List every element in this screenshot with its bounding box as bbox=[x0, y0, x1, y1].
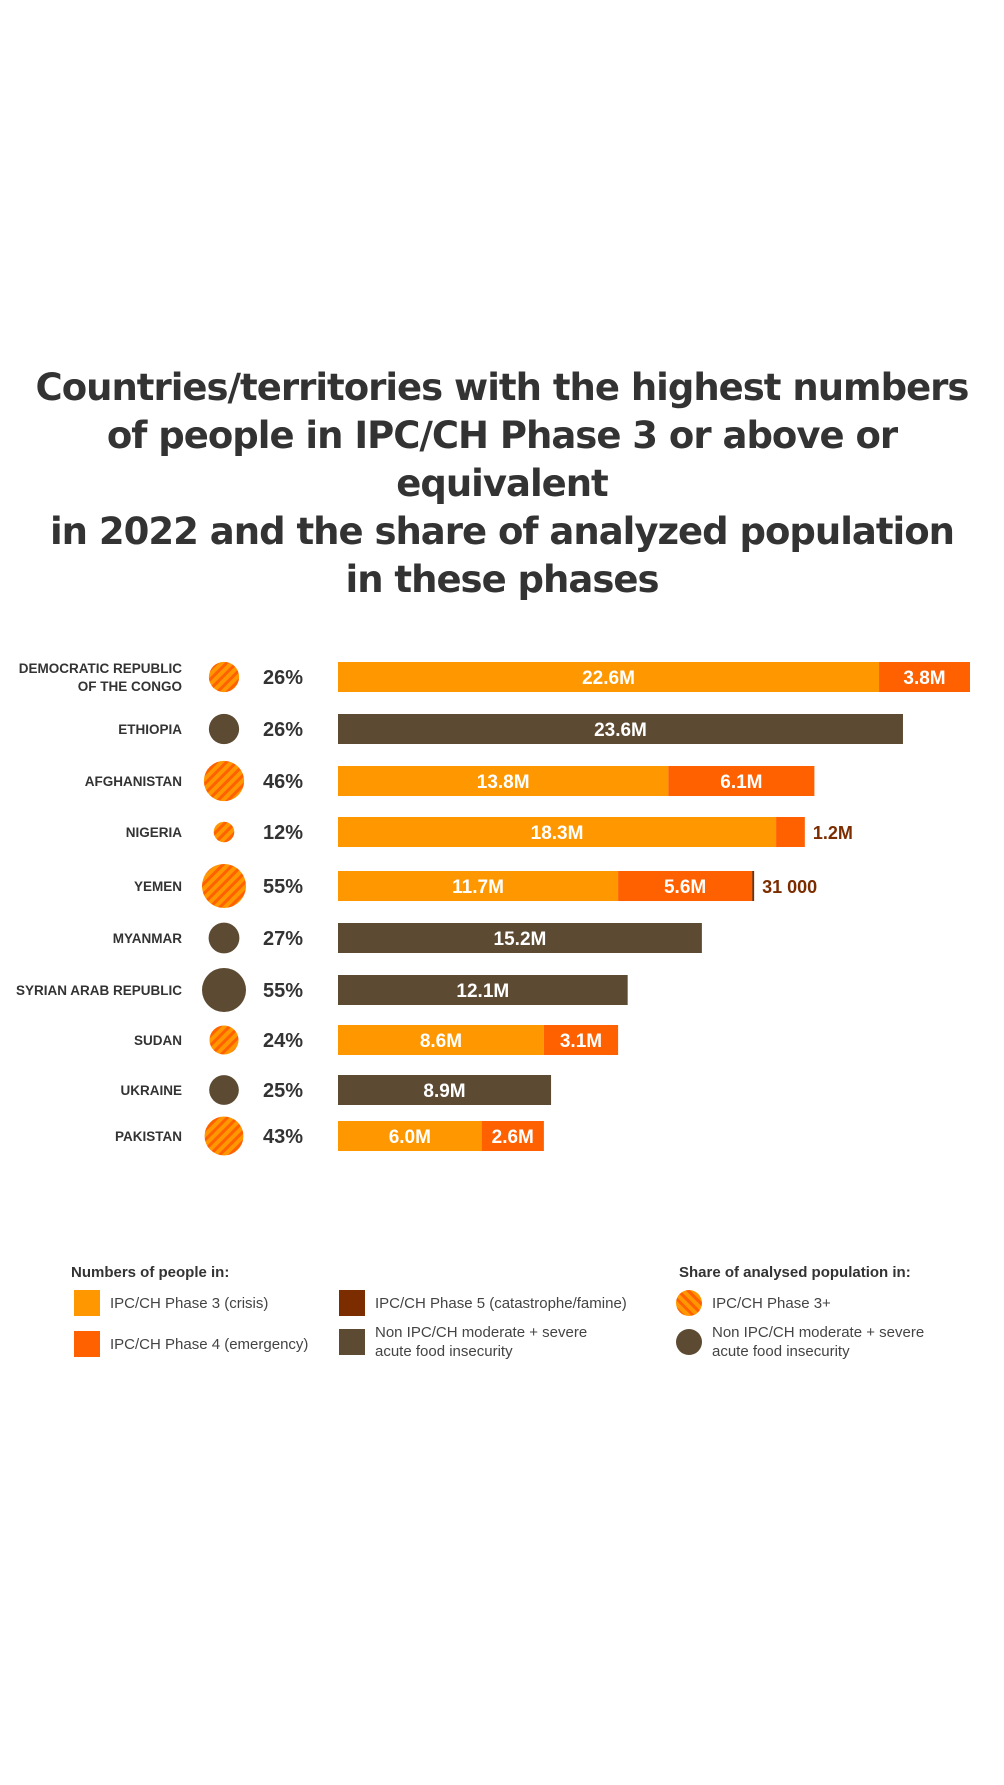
stacked-bar-chart: DEMOCRATIC REPUBLIC OF THE CONGO 26% 22.6M 3… bbox=[16, 661, 970, 1156]
data-label: 8.6M bbox=[420, 1031, 462, 1052]
share-circle bbox=[208, 922, 240, 954]
category-label: UKRAINE bbox=[120, 1083, 182, 1098]
legend-swatch-phase4 bbox=[74, 1331, 100, 1357]
bar-segment-phase4 bbox=[543, 1025, 619, 1055]
legend-item-phase3: IPC/CH Phase 3 (crisis) bbox=[74, 1290, 268, 1316]
legend-label-non-ipc: Non IPC/CH moderate + severe acute food … bbox=[375, 1324, 588, 1360]
share-circle bbox=[213, 821, 235, 843]
bar-segment-phase3 bbox=[338, 1121, 482, 1151]
share-label: 43% bbox=[263, 1126, 303, 1148]
share-circle bbox=[202, 864, 246, 908]
data-label: 31 000 bbox=[762, 877, 817, 897]
category-label: SYRIAN ARAB REPUBLIC bbox=[16, 983, 182, 998]
legend-item-phase5: IPC/CH Phase 5 (catastrophe/famine) bbox=[339, 1290, 627, 1316]
share-label: 46% bbox=[263, 771, 303, 793]
category-label: ETHIOPIA bbox=[118, 722, 182, 737]
title-line: in 2022 and the share of analyzed popula… bbox=[50, 510, 955, 553]
bar-segment-phase4 bbox=[618, 871, 753, 901]
legend-item-non-ipc: Non IPC/CH moderate + severe acute food … bbox=[339, 1323, 587, 1361]
share-circle bbox=[203, 760, 245, 802]
bar-segment-phase3 bbox=[338, 766, 669, 796]
data-label: 1.2M bbox=[813, 823, 853, 843]
bar-segment-phase5 bbox=[752, 871, 755, 901]
bar-segment-phase3 bbox=[338, 871, 619, 901]
title-line: Countries/territories with the highest n… bbox=[35, 366, 970, 409]
legend-item-phase4: IPC/CH Phase 4 (emergency) bbox=[74, 1331, 308, 1357]
share-circle bbox=[209, 1075, 239, 1105]
share-label: 12% bbox=[263, 822, 303, 844]
data-label: 22.6M bbox=[582, 668, 635, 689]
category-label: YEMEN bbox=[134, 879, 182, 894]
bar-segment-non_ipc bbox=[338, 1075, 552, 1105]
legend-dot-share-ipc bbox=[676, 1290, 702, 1316]
data-label: 12.1M bbox=[456, 981, 509, 1002]
data-label: 23.6M bbox=[594, 720, 647, 741]
share-label: 55% bbox=[263, 980, 303, 1002]
legend-numbers-heading: Numbers of people in: bbox=[71, 1264, 230, 1281]
share-label: 27% bbox=[263, 928, 303, 950]
data-label: 11.7M bbox=[452, 877, 504, 898]
bar-segment-phase4 bbox=[481, 1121, 544, 1151]
bar-segment-non_ipc bbox=[338, 714, 903, 744]
category-label: PAKISTAN bbox=[115, 1129, 182, 1144]
legend: Numbers of people in: Share of analysed … bbox=[0, 1250, 1004, 1370]
category-label: MYANMAR bbox=[113, 931, 183, 946]
share-circle bbox=[209, 1025, 239, 1055]
bar-segment-phase3 bbox=[338, 662, 880, 692]
bar-segment-non_ipc bbox=[338, 923, 702, 953]
data-label: 6.0M bbox=[389, 1127, 431, 1148]
chart-rows: DEMOCRATIC REPUBLIC OF THE CONGO 26% 22.6M 3… bbox=[16, 661, 970, 1156]
data-label: 5.6M bbox=[664, 877, 706, 898]
legend-label-phase5: IPC/CH Phase 5 (catastrophe/famine) bbox=[375, 1294, 627, 1312]
data-label: 8.9M bbox=[423, 1081, 465, 1102]
bar-segment-phase4 bbox=[776, 817, 805, 847]
share-label: 26% bbox=[263, 719, 303, 741]
legend-swatch-phase3 bbox=[74, 1290, 100, 1316]
bar-segment-phase4 bbox=[668, 766, 815, 796]
legend-swatch-non-ipc bbox=[339, 1329, 365, 1355]
data-label: 3.1M bbox=[560, 1031, 602, 1052]
category-label: DEMOCRATIC REPUBLIC bbox=[19, 661, 182, 676]
legend-dot-share-non bbox=[676, 1329, 702, 1355]
data-label: 2.6M bbox=[492, 1127, 534, 1148]
legend-label-phase3: IPC/CH Phase 3 (crisis) bbox=[110, 1294, 269, 1312]
category-label: OF THE CONGO bbox=[78, 679, 182, 694]
data-label: 18.3M bbox=[531, 823, 584, 844]
share-label: 25% bbox=[263, 1080, 303, 1102]
share-label: 55% bbox=[263, 876, 303, 898]
share-circle bbox=[204, 1116, 244, 1156]
category-label: NIGERIA bbox=[126, 825, 183, 840]
title-line: of people in IPC/CH Phase 3 or above or … bbox=[106, 414, 898, 505]
legend-label-share-non: Non IPC/CH moderate + severe acute food … bbox=[712, 1324, 925, 1360]
bar-segment-non_ipc bbox=[338, 975, 628, 1005]
share-label: 26% bbox=[263, 667, 303, 689]
share-label: 24% bbox=[263, 1030, 303, 1052]
legend-item-share-non: Non IPC/CH moderate + severe acute food … bbox=[676, 1323, 924, 1361]
share-circle bbox=[208, 661, 240, 693]
legend-label-phase4: IPC/CH Phase 4 (emergency) bbox=[110, 1335, 309, 1353]
legend-item-share-ipc: IPC/CH Phase 3+ bbox=[676, 1290, 831, 1316]
category-label: AFGHANISTAN bbox=[85, 774, 182, 789]
legend-label-share-ipc: IPC/CH Phase 3+ bbox=[712, 1294, 831, 1312]
share-circle bbox=[202, 968, 246, 1012]
bar-segment-phase3 bbox=[338, 1025, 544, 1055]
data-label: 15.2M bbox=[494, 929, 547, 950]
bar-segment-phase4 bbox=[879, 662, 970, 692]
data-label: 13.8M bbox=[477, 772, 530, 793]
category-label: SUDAN bbox=[134, 1033, 182, 1048]
title-line: in these phases bbox=[345, 558, 660, 601]
share-circle bbox=[208, 713, 240, 745]
legend-swatch-phase5 bbox=[339, 1290, 365, 1316]
bar-segment-phase3 bbox=[338, 817, 777, 847]
data-label: 3.8M bbox=[903, 668, 945, 689]
chart-title: Countries/territories with the highest n… bbox=[20, 364, 984, 604]
data-label: 6.1M bbox=[720, 772, 762, 793]
legend-share-heading: Share of analysed population in: bbox=[679, 1264, 911, 1281]
